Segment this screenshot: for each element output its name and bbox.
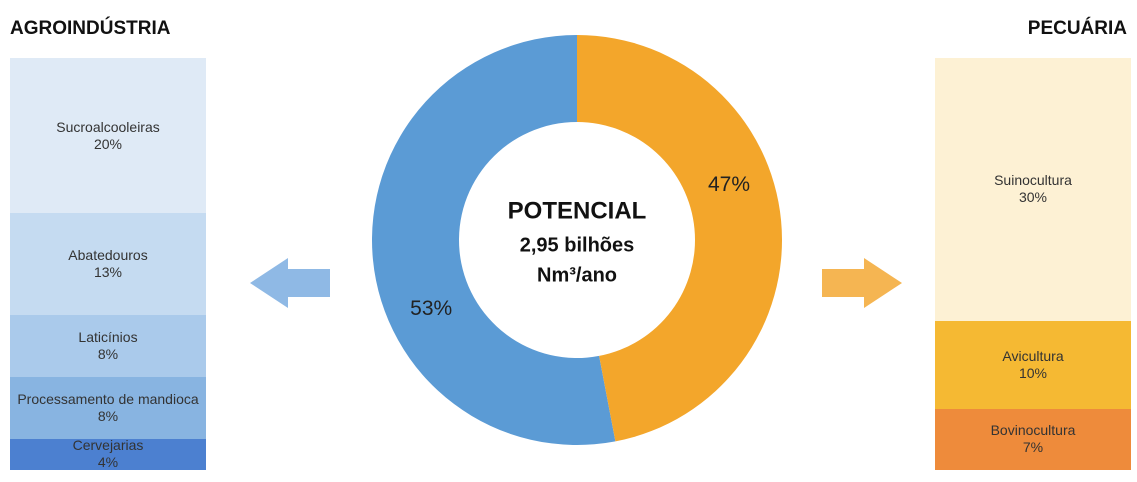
center-text: POTENCIAL [508, 197, 647, 224]
center-text: 2,95 bilhões [520, 234, 635, 256]
column-segment: Processamento de mandioca 8% [10, 376, 206, 439]
slice-label: 47% [708, 173, 750, 196]
segment-value: 13% [93, 263, 123, 280]
column-segment: Avicultura 10% [935, 320, 1131, 409]
segment-value: 20% [93, 135, 123, 152]
segment-label: Bovinocultura [990, 422, 1076, 439]
column-segment: Suinocultura 30% [935, 58, 1131, 321]
slice-label: 53% [410, 297, 452, 320]
column-segment: Abatedouros 13% [10, 213, 206, 315]
column-title: AGROINDÚSTRIA [10, 18, 171, 39]
arrow [822, 258, 902, 308]
segment-label: Cervejarias [72, 438, 144, 454]
stacked-column: Sucroalcooleiras 20% Abatedouros 13% Laticín… [10, 58, 206, 470]
column-segment: Laticínios 8% [10, 314, 206, 377]
segment-value: 4% [97, 454, 119, 470]
segment-label: Abatedouros [68, 246, 148, 263]
donut-slice [372, 35, 616, 445]
segment-label: Processamento de mandioca [17, 390, 199, 407]
segment-value: 8% [97, 345, 119, 362]
column-segment: Bovinocultura 7% [935, 408, 1131, 470]
segment-value: 10% [1018, 364, 1048, 381]
segment-label: Avicultura [1002, 347, 1064, 364]
column-title: PECUÁRIA [1027, 18, 1127, 39]
arrow [250, 258, 330, 308]
segment-value: 7% [1022, 439, 1044, 456]
segment-label: Suinocultura [994, 172, 1072, 189]
segment-value: 8% [97, 407, 119, 424]
segment-label: Sucroalcooleiras [56, 118, 160, 135]
stacked-column: Suinocultura 30% Avicultura 10% Bovinocultur… [935, 58, 1131, 470]
segment-value: 30% [1018, 189, 1048, 206]
segment-label: Laticínios [78, 328, 138, 345]
column-segment: Sucroalcooleiras 20% [10, 58, 206, 214]
donut-slice [577, 35, 783, 442]
center-text: Nm³/ano [537, 264, 617, 286]
column-segment: Cervejarias 4% [10, 438, 206, 470]
